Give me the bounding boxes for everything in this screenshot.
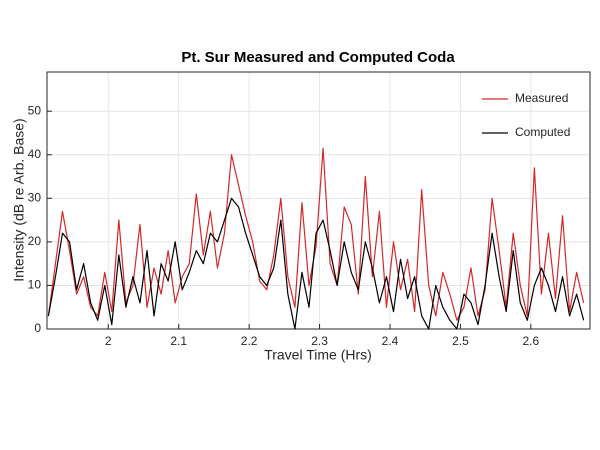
x-tick-label: 2.3 [311,334,328,348]
y-axis-label: Intensity (dB re Arb. Base) [11,118,27,281]
plot-frame [46,71,591,330]
chart-title: Pt. Sur Measured and Computed Coda [181,49,455,66]
y-tick-label: 50 [28,103,42,117]
y-tick-label: 20 [28,234,42,248]
x-tick-label: 2.5 [452,334,469,348]
y-tick-label: 30 [28,190,42,204]
y-tick-label: 0 [34,321,41,335]
x-tick-label: 2.4 [382,334,399,348]
legend-label: Measured [515,91,568,105]
y-tick-label: 40 [28,147,42,161]
x-tick-label: 2.2 [241,334,258,348]
x-axis-label: Travel Time (Hrs) [264,347,372,363]
legend-label: Computed [515,125,570,139]
data-line [47,197,585,330]
x-tick-label: 2.6 [522,334,539,348]
x-tick-label: 2 [105,334,112,348]
x-tick-label: 2.1 [170,334,187,348]
data-line [47,147,585,321]
y-tick-label: 10 [28,278,42,292]
